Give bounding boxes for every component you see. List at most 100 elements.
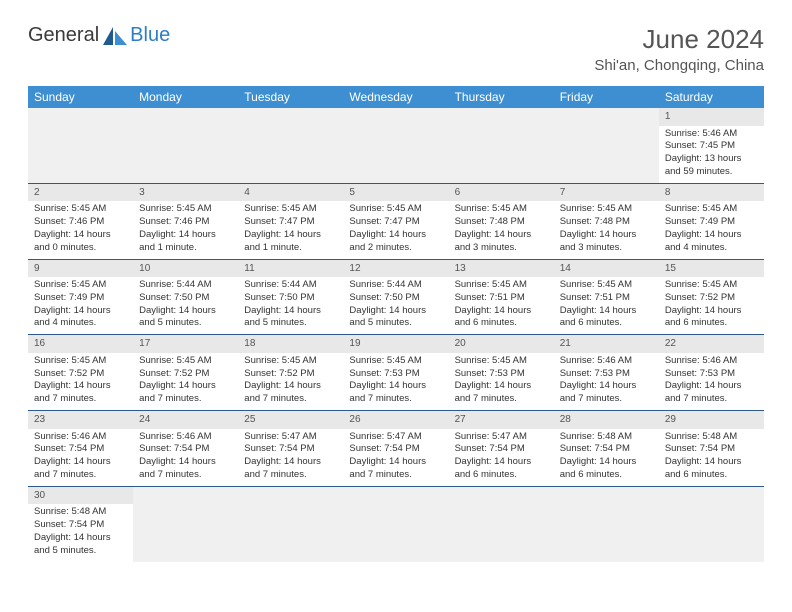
title-block: June 2024 Shi'an, Chongqing, China: [594, 24, 764, 74]
sunset-line: Sunset: 7:54 PM: [455, 443, 548, 456]
page-header: General Blue June 2024 Shi'an, Chongqing…: [28, 24, 764, 74]
daylight-line: Daylight: 14 hours and 7 minutes.: [244, 380, 337, 406]
day-number: 11: [238, 260, 343, 278]
sunrise-line: Sunrise: 5:45 AM: [244, 355, 337, 368]
calendar-empty-cell: [238, 486, 343, 561]
day-body: Sunrise: 5:47 AMSunset: 7:54 PMDaylight:…: [238, 429, 343, 486]
calendar-day-cell: 26Sunrise: 5:47 AMSunset: 7:54 PMDayligh…: [343, 411, 448, 487]
day-number: 5: [343, 184, 448, 202]
sunrise-line: Sunrise: 5:45 AM: [34, 279, 127, 292]
sunrise-line: Sunrise: 5:46 AM: [560, 355, 653, 368]
calendar-day-cell: 4Sunrise: 5:45 AMSunset: 7:47 PMDaylight…: [238, 183, 343, 259]
calendar-table: Sunday Monday Tuesday Wednesday Thursday…: [28, 86, 764, 562]
calendar-body: 1Sunrise: 5:46 AMSunset: 7:45 PMDaylight…: [28, 108, 764, 562]
sunrise-line: Sunrise: 5:44 AM: [349, 279, 442, 292]
sunset-line: Sunset: 7:45 PM: [665, 140, 758, 153]
calendar-day-cell: 20Sunrise: 5:45 AMSunset: 7:53 PMDayligh…: [449, 335, 554, 411]
day-number: 17: [133, 335, 238, 353]
calendar-week-row: 1Sunrise: 5:46 AMSunset: 7:45 PMDaylight…: [28, 108, 764, 183]
day-number: 29: [659, 411, 764, 429]
day-body: Sunrise: 5:47 AMSunset: 7:54 PMDaylight:…: [449, 429, 554, 486]
day-body: Sunrise: 5:46 AMSunset: 7:54 PMDaylight:…: [133, 429, 238, 486]
daylight-line: Daylight: 14 hours and 0 minutes.: [34, 229, 127, 255]
day-body: Sunrise: 5:46 AMSunset: 7:53 PMDaylight:…: [554, 353, 659, 410]
sunrise-line: Sunrise: 5:46 AM: [665, 128, 758, 141]
calendar-day-cell: 1Sunrise: 5:46 AMSunset: 7:45 PMDaylight…: [659, 108, 764, 183]
sunset-line: Sunset: 7:52 PM: [665, 292, 758, 305]
daylight-line: Daylight: 14 hours and 7 minutes.: [349, 456, 442, 482]
day-body: Sunrise: 5:45 AMSunset: 7:46 PMDaylight:…: [28, 201, 133, 258]
calendar-day-cell: 29Sunrise: 5:48 AMSunset: 7:54 PMDayligh…: [659, 411, 764, 487]
daylight-line: Daylight: 14 hours and 5 minutes.: [349, 305, 442, 331]
daylight-line: Daylight: 14 hours and 1 minute.: [139, 229, 232, 255]
weekday-header: Sunday: [28, 86, 133, 108]
day-body: Sunrise: 5:46 AMSunset: 7:45 PMDaylight:…: [659, 126, 764, 183]
logo-text-blue: Blue: [130, 24, 170, 47]
daylight-line: Daylight: 14 hours and 5 minutes.: [34, 532, 127, 558]
day-body: Sunrise: 5:44 AMSunset: 7:50 PMDaylight:…: [238, 277, 343, 334]
daylight-line: Daylight: 14 hours and 4 minutes.: [34, 305, 127, 331]
sunset-line: Sunset: 7:54 PM: [560, 443, 653, 456]
sunrise-line: Sunrise: 5:45 AM: [349, 203, 442, 216]
sunrise-line: Sunrise: 5:46 AM: [665, 355, 758, 368]
daylight-line: Daylight: 14 hours and 7 minutes.: [665, 380, 758, 406]
calendar-day-cell: 13Sunrise: 5:45 AMSunset: 7:51 PMDayligh…: [449, 259, 554, 335]
day-number: 23: [28, 411, 133, 429]
daylight-line: Daylight: 14 hours and 5 minutes.: [244, 305, 337, 331]
calendar-empty-cell: [238, 108, 343, 183]
calendar-day-cell: 6Sunrise: 5:45 AMSunset: 7:48 PMDaylight…: [449, 183, 554, 259]
sunrise-line: Sunrise: 5:47 AM: [349, 431, 442, 444]
sunrise-line: Sunrise: 5:45 AM: [455, 355, 548, 368]
day-body: Sunrise: 5:45 AMSunset: 7:46 PMDaylight:…: [133, 201, 238, 258]
sunrise-line: Sunrise: 5:46 AM: [139, 431, 232, 444]
day-body: Sunrise: 5:45 AMSunset: 7:51 PMDaylight:…: [449, 277, 554, 334]
day-body: Sunrise: 5:48 AMSunset: 7:54 PMDaylight:…: [28, 504, 133, 561]
day-number: 8: [659, 184, 764, 202]
day-body: Sunrise: 5:45 AMSunset: 7:47 PMDaylight:…: [343, 201, 448, 258]
calendar-day-cell: 17Sunrise: 5:45 AMSunset: 7:52 PMDayligh…: [133, 335, 238, 411]
calendar-day-cell: 10Sunrise: 5:44 AMSunset: 7:50 PMDayligh…: [133, 259, 238, 335]
calendar-day-cell: 18Sunrise: 5:45 AMSunset: 7:52 PMDayligh…: [238, 335, 343, 411]
daylight-line: Daylight: 14 hours and 4 minutes.: [665, 229, 758, 255]
calendar-day-cell: 9Sunrise: 5:45 AMSunset: 7:49 PMDaylight…: [28, 259, 133, 335]
calendar-week-row: 2Sunrise: 5:45 AMSunset: 7:46 PMDaylight…: [28, 183, 764, 259]
day-number: 7: [554, 184, 659, 202]
day-number: 21: [554, 335, 659, 353]
calendar-week-row: 30Sunrise: 5:48 AMSunset: 7:54 PMDayligh…: [28, 486, 764, 561]
calendar-day-cell: 25Sunrise: 5:47 AMSunset: 7:54 PMDayligh…: [238, 411, 343, 487]
sunset-line: Sunset: 7:49 PM: [665, 216, 758, 229]
sunset-line: Sunset: 7:50 PM: [139, 292, 232, 305]
calendar-day-cell: 23Sunrise: 5:46 AMSunset: 7:54 PMDayligh…: [28, 411, 133, 487]
daylight-line: Daylight: 14 hours and 6 minutes.: [455, 456, 548, 482]
daylight-line: Daylight: 14 hours and 7 minutes.: [139, 456, 232, 482]
location-subtitle: Shi'an, Chongqing, China: [594, 57, 764, 74]
sunrise-line: Sunrise: 5:45 AM: [560, 279, 653, 292]
day-body: Sunrise: 5:48 AMSunset: 7:54 PMDaylight:…: [659, 429, 764, 486]
sunrise-line: Sunrise: 5:45 AM: [139, 203, 232, 216]
sunset-line: Sunset: 7:46 PM: [139, 216, 232, 229]
daylight-line: Daylight: 14 hours and 7 minutes.: [560, 380, 653, 406]
weekday-header: Tuesday: [238, 86, 343, 108]
day-body: Sunrise: 5:45 AMSunset: 7:48 PMDaylight:…: [449, 201, 554, 258]
day-number: 4: [238, 184, 343, 202]
sunset-line: Sunset: 7:48 PM: [560, 216, 653, 229]
day-number: 27: [449, 411, 554, 429]
day-number: 30: [28, 487, 133, 505]
weekday-header: Thursday: [449, 86, 554, 108]
sunrise-line: Sunrise: 5:46 AM: [34, 431, 127, 444]
sunrise-line: Sunrise: 5:45 AM: [455, 203, 548, 216]
calendar-empty-cell: [343, 108, 448, 183]
daylight-line: Daylight: 14 hours and 7 minutes.: [34, 456, 127, 482]
daylight-line: Daylight: 14 hours and 1 minute.: [244, 229, 337, 255]
logo-text-general: General: [28, 24, 99, 47]
calendar-empty-cell: [133, 108, 238, 183]
logo-sail-icon: [103, 27, 127, 45]
calendar-day-cell: 3Sunrise: 5:45 AMSunset: 7:46 PMDaylight…: [133, 183, 238, 259]
calendar-empty-cell: [449, 486, 554, 561]
weekday-header: Wednesday: [343, 86, 448, 108]
sunrise-line: Sunrise: 5:45 AM: [244, 203, 337, 216]
day-body: Sunrise: 5:45 AMSunset: 7:47 PMDaylight:…: [238, 201, 343, 258]
sunrise-line: Sunrise: 5:45 AM: [560, 203, 653, 216]
calendar-page: General Blue June 2024 Shi'an, Chongqing…: [0, 0, 792, 586]
day-number: 22: [659, 335, 764, 353]
